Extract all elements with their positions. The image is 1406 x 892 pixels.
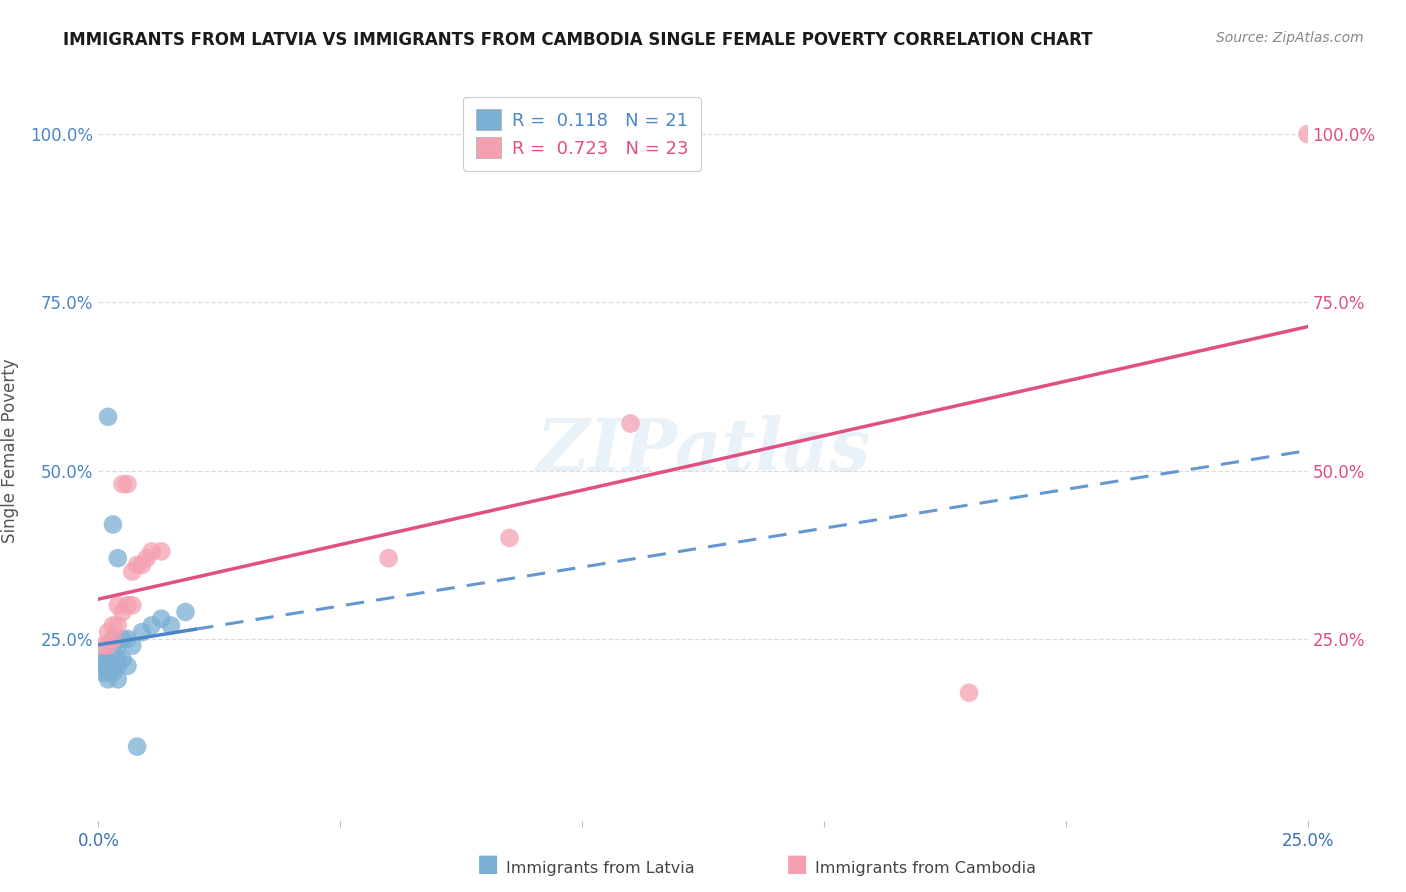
Point [91,665,114,680]
Point [141,618,163,632]
Point [150,544,173,558]
Point [107,658,129,673]
Point [117,477,139,491]
Point [619,417,641,431]
Point [121,565,143,579]
Point [111,652,134,666]
Point [107,551,129,566]
Point [97,673,120,687]
Point [150,612,173,626]
Point [141,544,163,558]
Point [117,599,139,613]
Point [101,658,124,673]
Point [111,477,134,491]
Point [121,599,143,613]
Text: IMMIGRANTS FROM LATVIA VS IMMIGRANTS FROM CAMBODIA SINGLE FEMALE POVERTY CORRELA: IMMIGRANTS FROM LATVIA VS IMMIGRANTS FRO… [63,31,1092,49]
Point [91,658,114,673]
Legend: R =  0.118   N = 21, R =  0.723   N = 23: R = 0.118 N = 21, R = 0.723 N = 23 [463,96,702,171]
Point [101,665,124,680]
Text: ZIPatlas: ZIPatlas [536,415,870,486]
Point [107,639,129,653]
Point [174,605,197,619]
Point [97,409,120,424]
Point [160,618,183,632]
Point [107,599,129,613]
Text: Immigrants from Cambodia: Immigrants from Cambodia [815,861,1036,876]
Point [107,673,129,687]
Text: Immigrants from Latvia: Immigrants from Latvia [506,861,695,876]
Point [111,605,134,619]
Point [117,632,139,646]
Point [97,652,120,666]
Point [97,645,120,659]
Text: Source: ZipAtlas.com: Source: ZipAtlas.com [1216,31,1364,45]
Point [1296,127,1319,141]
Point [377,551,399,566]
Point [97,639,120,653]
Point [127,558,149,572]
Point [101,632,124,646]
Point [97,658,120,673]
Point [91,639,114,653]
Point [101,652,124,666]
Y-axis label: Single Female Poverty: Single Female Poverty [1,359,18,542]
Point [135,551,157,566]
Point [91,652,114,666]
Point [498,531,520,545]
Text: ■: ■ [477,852,499,876]
Point [127,739,149,754]
Point [101,618,124,632]
Point [957,686,980,700]
Point [101,517,124,532]
Point [101,639,124,653]
Point [107,618,129,632]
Point [111,632,134,646]
Point [97,625,120,640]
Point [131,625,153,640]
Text: ■: ■ [786,852,808,876]
Point [121,639,143,653]
Point [97,665,120,680]
Point [101,632,124,646]
Point [107,652,129,666]
Point [117,658,139,673]
Point [131,558,153,572]
